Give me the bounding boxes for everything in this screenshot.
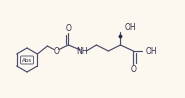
Text: O: O: [65, 24, 71, 33]
Text: Abs: Abs: [22, 58, 32, 63]
FancyBboxPatch shape: [21, 56, 33, 64]
Text: O: O: [53, 46, 59, 55]
Text: OH: OH: [124, 23, 136, 31]
Text: NH: NH: [77, 46, 88, 55]
Text: O: O: [130, 64, 136, 74]
Text: OH: OH: [145, 46, 157, 55]
